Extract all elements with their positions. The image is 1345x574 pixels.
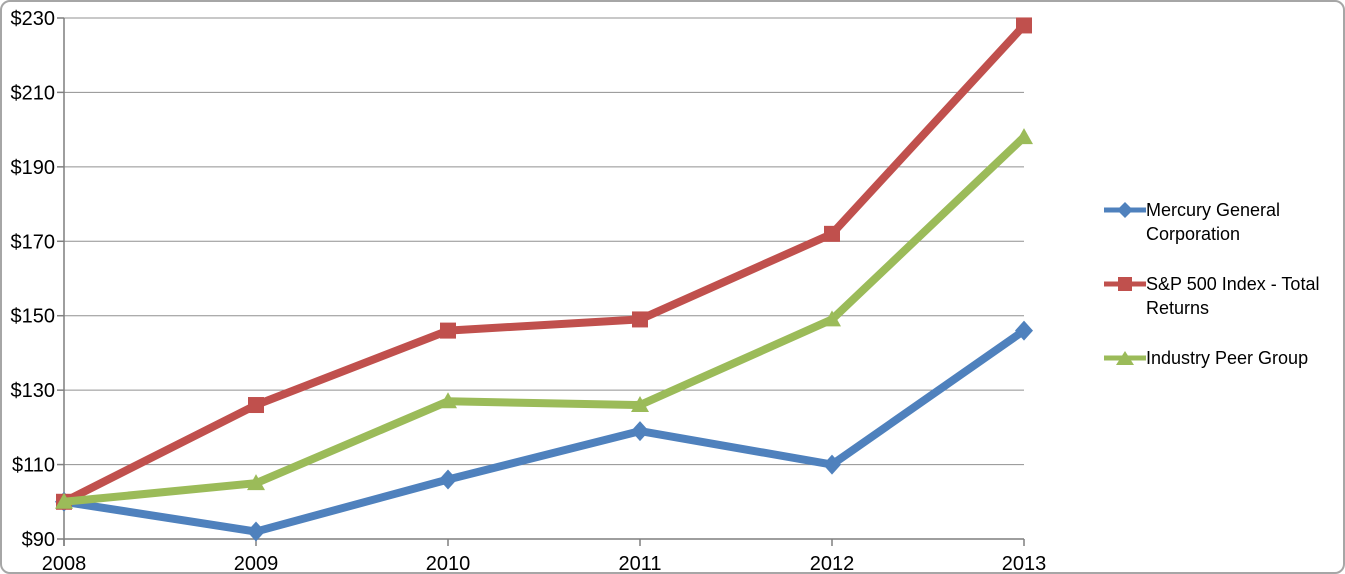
triangle-marker [823, 310, 841, 327]
x-axis-label: 2010 [426, 553, 471, 574]
square-swatch-shape [1118, 277, 1132, 291]
diamond-marker-icon [1104, 202, 1146, 218]
triangle-marker-icon [1104, 351, 1146, 365]
y-axis-tick-label: $110 [12, 455, 55, 477]
x-axis-label: 2009 [234, 553, 279, 574]
square-marker [1016, 17, 1032, 34]
y-axis-tick-label: $150 [11, 306, 56, 328]
triangle-marker [55, 492, 73, 509]
diamond-marker [1015, 320, 1033, 341]
diamond-swatch-shape [1117, 202, 1133, 218]
diamond-marker [823, 454, 841, 475]
diamond-marker [439, 469, 457, 490]
series-line-0 [60, 326, 1028, 536]
legend-label: Mercury General Corporation [1146, 200, 1281, 244]
square-marker [824, 225, 840, 242]
series-line-2 [60, 133, 1028, 506]
square-marker [632, 311, 648, 328]
legend-label: S&P 500 Index - Total Returns [1146, 274, 1320, 318]
legend-label: Industry Peer Group [1146, 348, 1309, 368]
diamond-marker [247, 521, 265, 542]
y-axis-tick-label: $90 [22, 529, 55, 551]
y-axis-tick-label: $190 [11, 157, 56, 179]
x-axis-label: 2012 [810, 553, 855, 574]
diamond-marker [631, 421, 649, 442]
legend-item-industry-peer-group: Industry Peer Group [1104, 346, 1340, 370]
triangle-marker [247, 474, 265, 491]
chart-legend: Mercury General Corporation S&P 500 Inde… [1104, 198, 1340, 370]
x-axis-label: 2011 [618, 553, 661, 574]
y-axis-tick-label: $230 [11, 8, 56, 30]
square-marker-icon [1104, 277, 1146, 291]
series-line-1 [60, 21, 1028, 506]
legend-item-sp500-total-returns: S&P 500 Index - Total Returns [1104, 272, 1340, 320]
y-axis-tick-label: $130 [11, 380, 56, 402]
triangle-marker [439, 392, 457, 409]
square-marker [248, 397, 264, 414]
square-marker [440, 322, 456, 339]
y-axis-tick-label: $170 [11, 231, 56, 253]
x-axis-label: 2013 [1002, 553, 1047, 574]
x-axis-label: 2008 [42, 553, 87, 574]
legend-item-mercury-general: Mercury General Corporation [1104, 198, 1340, 246]
triangle-swatch-shape [1116, 351, 1134, 365]
triangle-marker [631, 396, 649, 413]
y-axis-tick-label: $210 [11, 82, 56, 104]
triangle-marker [1015, 128, 1033, 145]
